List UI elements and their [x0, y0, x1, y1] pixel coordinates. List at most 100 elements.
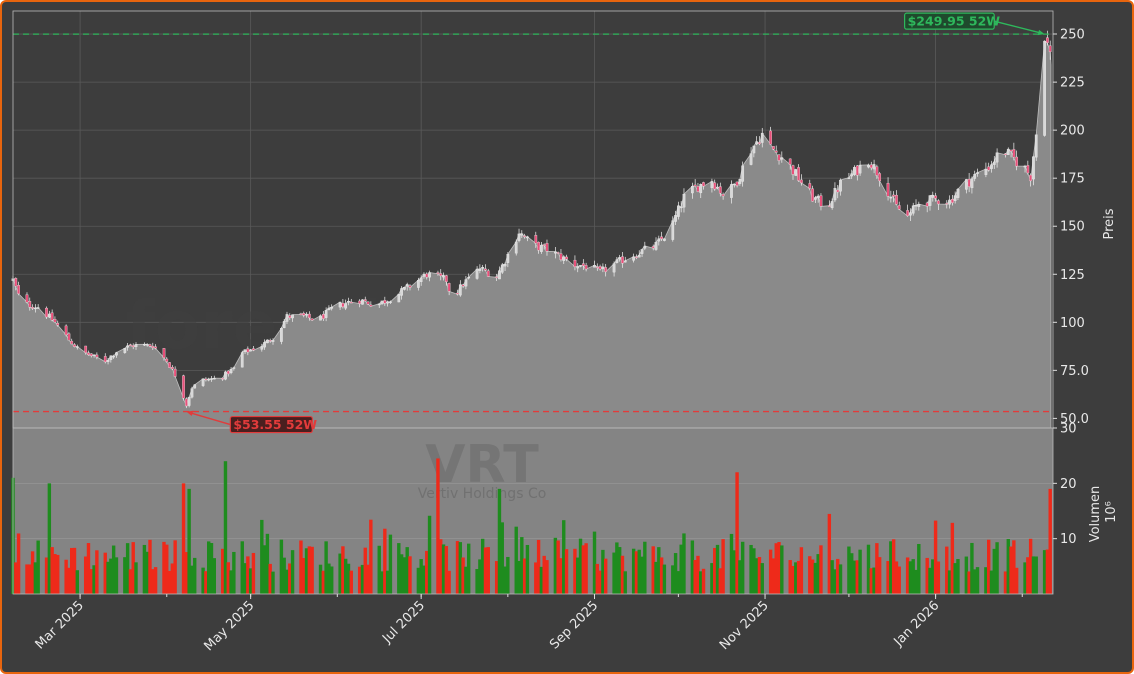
candle — [285, 314, 289, 322]
candle — [925, 202, 929, 207]
volume-bar — [514, 526, 518, 594]
volume-bar — [212, 558, 216, 594]
volume-bar — [142, 544, 147, 594]
candle — [428, 272, 431, 278]
candle — [425, 273, 429, 278]
candle — [347, 301, 350, 303]
volume-bar — [170, 563, 175, 594]
candle — [914, 205, 918, 207]
volume-bar — [167, 570, 172, 594]
volume-bar — [617, 547, 622, 594]
candle — [814, 197, 817, 200]
volume-bar — [285, 569, 289, 594]
candle — [500, 264, 504, 273]
volume-bar — [330, 566, 334, 594]
volume-bar — [30, 551, 35, 594]
volume-bar — [542, 555, 546, 594]
candle — [109, 355, 113, 360]
volume-bar — [679, 544, 683, 594]
volume-bar — [304, 548, 309, 594]
volume-bar — [33, 562, 38, 594]
volume-bar — [503, 566, 507, 594]
candle — [718, 186, 722, 194]
volume-bar — [721, 539, 725, 594]
candle — [154, 346, 157, 349]
volume-bar — [573, 548, 577, 594]
candle — [850, 173, 854, 177]
volume-bar — [970, 542, 974, 594]
candle — [660, 236, 663, 240]
volume-bar — [933, 520, 938, 594]
volume-bar — [975, 567, 980, 594]
volume-bar — [520, 537, 524, 594]
volume-bar — [953, 563, 957, 594]
price-tick-label: 225 — [1060, 76, 1085, 91]
candle — [565, 256, 568, 260]
candle — [229, 369, 233, 374]
annotation-arrow — [994, 20, 1042, 34]
candle — [115, 352, 118, 356]
volume-bar — [771, 558, 776, 594]
volume-bar — [673, 553, 678, 594]
candle — [537, 241, 540, 251]
volume-bar — [657, 547, 661, 594]
candle — [302, 313, 306, 316]
volume-bar — [206, 541, 211, 594]
volume-bar — [1031, 556, 1036, 594]
volume-bar — [794, 562, 798, 594]
volume-bar — [813, 562, 818, 594]
volume-bar — [732, 550, 736, 594]
price-tick-label: 100 — [1060, 316, 1085, 331]
volume-bar — [768, 549, 773, 594]
volume-bars — [11, 458, 1052, 594]
volume-bar — [710, 563, 714, 594]
candle — [330, 306, 334, 309]
candle — [442, 275, 445, 278]
candle — [95, 354, 99, 358]
candle — [34, 307, 37, 310]
volume-bar — [799, 547, 804, 594]
candle — [623, 260, 627, 263]
volume-bar — [366, 564, 370, 594]
candle — [338, 301, 342, 308]
annotation-label: $249.95 52W — [908, 14, 1001, 29]
volume-bar — [95, 550, 99, 594]
volume-bar — [735, 472, 739, 594]
volume-bar — [701, 568, 706, 594]
volume-bar — [925, 557, 929, 594]
candle — [271, 340, 275, 342]
candle — [749, 153, 753, 165]
price-tick-label: 75.0 — [1060, 364, 1089, 379]
axes — [12, 10, 1054, 595]
volume-bar — [788, 560, 792, 594]
candle — [948, 199, 951, 205]
volume-bar — [603, 558, 608, 594]
candle — [1029, 174, 1032, 182]
candle — [1043, 40, 1046, 136]
volume-bar — [682, 533, 686, 594]
volume-bar — [584, 543, 588, 594]
annotation-arrowhead — [186, 410, 194, 417]
volume-bar — [131, 542, 135, 594]
candle — [984, 168, 988, 175]
volume-bar — [226, 562, 230, 594]
candle — [458, 284, 462, 296]
candle — [405, 284, 409, 287]
candle — [593, 265, 596, 268]
volume-bar — [1023, 562, 1027, 594]
candle — [53, 319, 57, 323]
candle — [397, 293, 401, 303]
candle — [1004, 153, 1007, 155]
candle — [735, 181, 739, 186]
volume-bar — [654, 561, 658, 594]
volume-bar — [595, 563, 600, 594]
candle — [383, 300, 387, 304]
candle — [171, 367, 174, 370]
volume-bar — [699, 571, 703, 594]
candle — [797, 167, 800, 181]
volume-bar — [931, 559, 935, 594]
candle — [162, 348, 166, 358]
candle — [486, 270, 490, 277]
candle — [909, 212, 912, 216]
candle — [419, 277, 423, 282]
